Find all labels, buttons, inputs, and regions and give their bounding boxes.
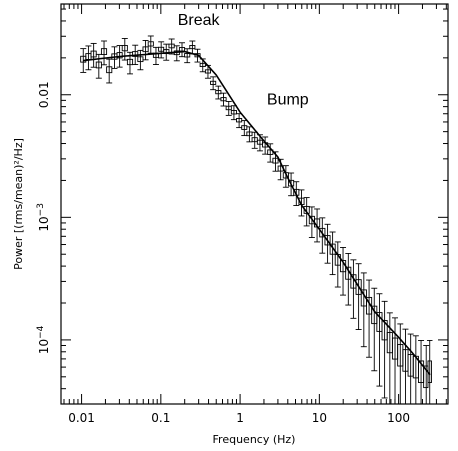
data-bin bbox=[230, 105, 237, 121]
y-tick-label: 10−4 bbox=[36, 325, 51, 354]
data-bin bbox=[90, 42, 97, 68]
data-bin bbox=[329, 231, 336, 276]
data-bin bbox=[298, 189, 305, 217]
data-bin bbox=[152, 46, 160, 65]
data-bin bbox=[417, 339, 425, 404]
data-bin bbox=[256, 134, 263, 152]
x-axis-ticks: 0.01 0.1 1 10 100 bbox=[68, 4, 410, 425]
y-tick-label: 10−3 bbox=[36, 203, 51, 232]
data-bin bbox=[220, 92, 227, 107]
data-bin bbox=[251, 131, 258, 149]
x-tick-label: 10 bbox=[312, 411, 327, 425]
y-tick-label: 0.01 bbox=[37, 81, 51, 108]
data-bin bbox=[339, 246, 347, 296]
annotation-label: Break bbox=[178, 12, 221, 29]
data-bin bbox=[85, 45, 92, 71]
data-bin bbox=[106, 58, 113, 84]
data-bin bbox=[407, 333, 414, 404]
data-bin bbox=[360, 272, 367, 348]
model-curve bbox=[83, 50, 431, 376]
data-bin bbox=[142, 40, 149, 61]
data-bin bbox=[137, 49, 144, 71]
data-bin bbox=[365, 279, 373, 358]
data-bin bbox=[334, 241, 341, 288]
x-tick-label: 0.01 bbox=[68, 411, 95, 425]
data-bin bbox=[324, 223, 331, 264]
data-bin bbox=[381, 300, 388, 399]
data-bin bbox=[371, 287, 378, 372]
data-bin bbox=[376, 293, 383, 387]
data-bin bbox=[236, 113, 243, 129]
data-bin bbox=[210, 76, 217, 91]
data-bin bbox=[173, 45, 180, 62]
data-bin bbox=[204, 64, 211, 79]
annotation-label: Bump bbox=[267, 92, 309, 109]
y-axis-label: Power [(rms/mean)²/Hz] bbox=[12, 138, 25, 270]
x-tick-label: 100 bbox=[387, 411, 410, 425]
data-bin bbox=[189, 40, 196, 55]
data-bin bbox=[100, 40, 108, 66]
data-bin bbox=[215, 85, 222, 100]
data-bin bbox=[355, 263, 362, 330]
data-bin bbox=[225, 101, 232, 116]
x-axis-label: Frequency (Hz) bbox=[213, 433, 296, 446]
x-tick-label: 1 bbox=[236, 411, 244, 425]
data-bin bbox=[147, 35, 154, 54]
data-bin bbox=[184, 48, 191, 64]
data-bin bbox=[412, 335, 419, 404]
data-bin bbox=[319, 217, 326, 254]
x-tick-label: 0.1 bbox=[151, 411, 170, 425]
minor-ticks bbox=[61, 4, 448, 405]
plot-frame bbox=[60, 3, 449, 405]
data-bin bbox=[178, 42, 186, 58]
data-bins bbox=[80, 35, 433, 404]
annotations: Break Bump bbox=[178, 12, 309, 109]
data-bin bbox=[402, 328, 409, 404]
